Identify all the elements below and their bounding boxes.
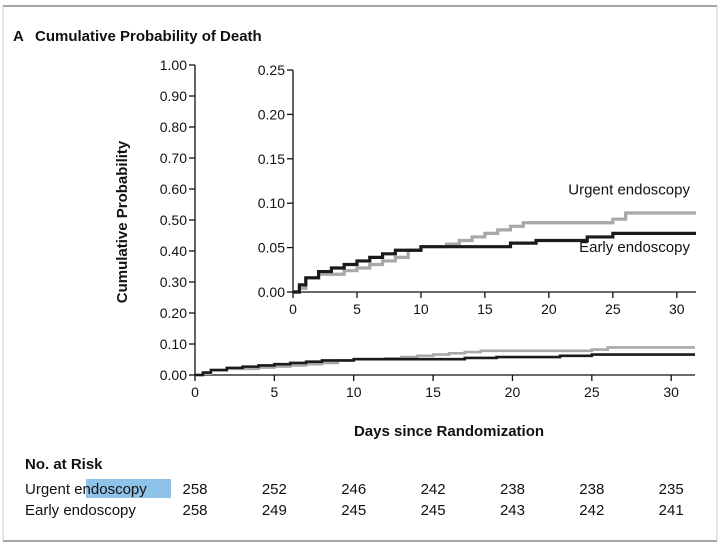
main-y-tick-label: 0.80	[160, 119, 187, 135]
risk-early-value: 242	[579, 502, 604, 519]
risk-urgent-value: 238	[500, 481, 525, 498]
risk-early-value: 245	[421, 502, 446, 519]
main-y-tick-label: 0.20	[160, 305, 187, 321]
risk-urgent-value: 258	[182, 481, 207, 498]
main-early-line	[195, 353, 695, 377]
x-axis-label: Days since Randomization	[354, 423, 544, 440]
main-y-tick-label: 0.50	[160, 212, 187, 228]
risk-label-urgent: Urgent endoscopy	[25, 481, 147, 498]
risk-urgent-value: 242	[421, 481, 446, 498]
inset-plot: 0.00 0.05 0.10 0.15 0.20 0.25 0 5 10 15 20 25 30 Urge…	[258, 62, 696, 317]
main-y-tick-label: 1.00	[160, 57, 187, 73]
main-y-tick-label: 0.30	[160, 274, 187, 290]
main-y-tick-label: 0.60	[160, 181, 187, 197]
inset-y-tick-label: 0.00	[258, 284, 285, 300]
inset-x-tick-label: 10	[413, 301, 429, 317]
risk-early-value: 241	[659, 502, 684, 519]
main-x-tick-label: 20	[505, 384, 521, 400]
main-urgent-line	[195, 346, 695, 377]
inset-x-tick-label: 15	[477, 301, 493, 317]
inset-x-tick-label: 30	[669, 301, 685, 317]
inset-y-tick-label: 0.20	[258, 106, 285, 122]
inset-y-tick-label: 0.15	[258, 151, 285, 167]
inset-x-tick-label: 5	[353, 301, 361, 317]
main-x-tick-label: 5	[270, 384, 278, 400]
risk-urgent-value: 246	[341, 481, 366, 498]
main-y-tick-label: 0.40	[160, 243, 187, 259]
search-highlight	[86, 479, 171, 498]
main-x-tick-label: 25	[584, 384, 600, 400]
panel-title: Cumulative Probability of Death	[35, 28, 262, 45]
inset-early-line	[293, 231, 696, 294]
risk-urgent-value: 235	[659, 481, 684, 498]
risk-early-value: 245	[341, 502, 366, 519]
main-y-tick-label: 0.90	[160, 88, 187, 104]
main-y-tick-label: 0.70	[160, 150, 187, 166]
risk-label-urgent-highlight: endoscopy	[74, 481, 147, 498]
risk-heading: No. at Risk	[25, 456, 103, 473]
main-x-tick-label: 15	[425, 384, 441, 400]
risk-early-value: 258	[182, 502, 207, 519]
inset-x-tick-label: 0	[289, 301, 297, 317]
main-x-tick-label: 10	[346, 384, 362, 400]
panel-letter: A	[13, 28, 24, 45]
main-y-tick-label: 0.00	[160, 367, 187, 383]
main-x-tick-label: 30	[663, 384, 679, 400]
risk-early-value: 249	[262, 502, 287, 519]
risk-label-urgent-prefix: Urgent	[25, 481, 74, 498]
inset-y-tick-label: 0.25	[258, 62, 285, 78]
main-y-tick-label: 0.10	[160, 336, 187, 352]
series-label-urgent: Urgent endoscopy	[568, 181, 690, 198]
risk-urgent-value: 252	[262, 481, 287, 498]
inset-y-tick-label: 0.10	[258, 195, 285, 211]
series-label-early: Early endoscopy	[579, 239, 690, 256]
risk-values: 258 252 246 242 238 238 235 258 249 245 245 243 242 2…	[182, 481, 683, 519]
main-plot: 0.00 0.10 0.20 0.30 0.40 0.50 0.60 0.70 0.80 0.90…	[160, 57, 695, 400]
risk-early-value: 243	[500, 502, 525, 519]
main-x-tick-label: 0	[191, 384, 199, 400]
inset-x-tick-label: 25	[605, 301, 621, 317]
y-axis-label: Cumulative Probability	[114, 140, 131, 303]
risk-label-early: Early endoscopy	[25, 502, 136, 519]
risk-urgent-value: 238	[579, 481, 604, 498]
inset-y-tick-label: 0.05	[258, 240, 285, 256]
inset-x-tick-label: 20	[541, 301, 557, 317]
